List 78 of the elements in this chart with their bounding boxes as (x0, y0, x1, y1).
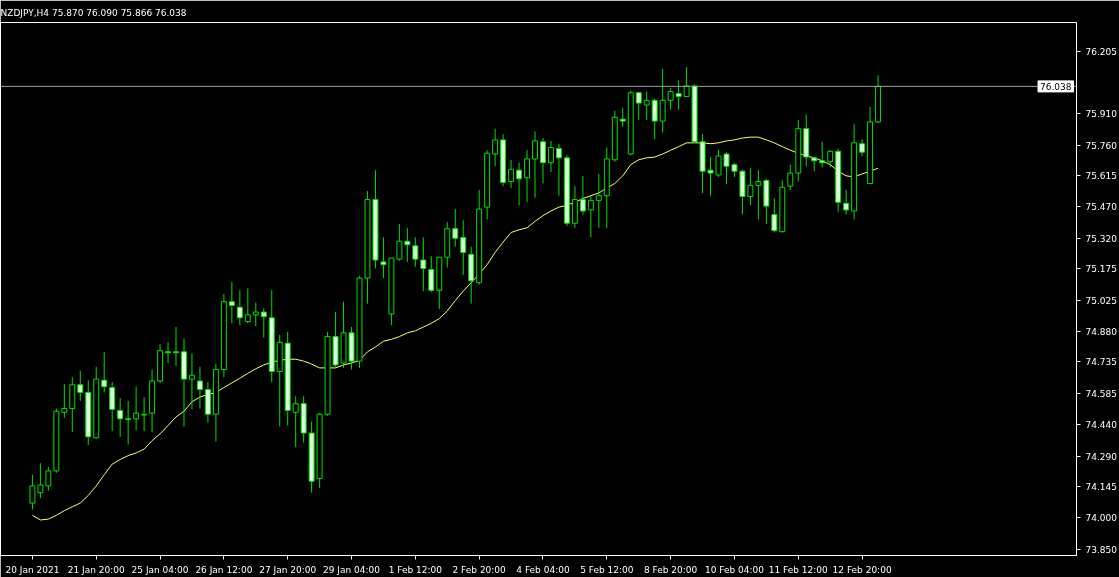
candlestick (843, 189, 850, 216)
y-tick-label: 75.615 (1085, 171, 1117, 182)
candlestick (236, 289, 243, 326)
candlestick (643, 91, 650, 121)
y-tick-label: 75.910 (1085, 108, 1118, 119)
candlestick (165, 341, 172, 364)
y-tick-label: 76.205 (1085, 46, 1117, 57)
x-tick-label: 26 Jan 12:00 (195, 564, 253, 575)
candlestick (492, 128, 499, 167)
candlestick (141, 396, 148, 432)
candlestick (125, 400, 132, 445)
x-tick-label: 27 Jan 20:00 (259, 564, 317, 575)
candlestick (547, 140, 554, 173)
candlestick (595, 173, 602, 229)
candlestick (579, 175, 586, 216)
candlestick (532, 130, 538, 199)
candlestick (571, 185, 578, 229)
candlestick (77, 370, 84, 402)
x-tick-label: 29 Jan 04:00 (323, 564, 381, 575)
x-tick-label: 10 Feb 04:00 (704, 564, 765, 575)
candlestick (188, 353, 195, 410)
candlestick (787, 164, 794, 191)
candlestick (412, 236, 419, 268)
candlestick (61, 383, 68, 419)
y-tick-label: 75.470 (1085, 202, 1118, 213)
y-tick-label: 74.145 (1085, 482, 1117, 493)
line-series (31, 136, 879, 521)
candlestick (452, 208, 459, 248)
candlestick (819, 141, 826, 168)
candlestick (428, 255, 435, 293)
x-tick-label: 20 Jan 2021 (5, 564, 60, 575)
x-tick-label: 11 Feb 12:00 (768, 564, 829, 575)
candlestick (196, 366, 203, 409)
candlestick (260, 307, 267, 339)
candlestick (508, 159, 515, 189)
candlestick (173, 326, 179, 367)
y-tick-label: 73.850 (1085, 544, 1118, 555)
candlestick (69, 376, 76, 433)
y-tick-label: 75.760 (1085, 140, 1118, 151)
x-tick-label: 4 Feb 04:00 (516, 564, 570, 575)
candlestick (771, 197, 778, 234)
candlestick (587, 195, 594, 238)
candlestick (133, 386, 140, 431)
candlestick (524, 149, 531, 203)
y-tick-label: 74.735 (1085, 357, 1117, 368)
y-tick-label: 75.175 (1085, 264, 1117, 275)
y-tick-label: 74.000 (1085, 512, 1118, 523)
candlestick (460, 219, 467, 276)
y-tick-label: 74.290 (1085, 451, 1118, 462)
candlestick (659, 68, 666, 133)
candlestick (635, 91, 642, 121)
candlestick (252, 302, 259, 327)
x-tick-label: 21 Jan 20:00 (67, 564, 125, 575)
candlestick (651, 97, 658, 140)
chart-title: NZDJPY,H4 75.870 76.090 75.866 76.038 (0, 7, 187, 18)
candlestick (540, 137, 546, 184)
y-tick-label: 74.880 (1085, 326, 1118, 337)
x-tick-label: 25 Jan 04:00 (131, 564, 189, 575)
ref-line-label: 76.038 (1040, 81, 1072, 92)
x-tick-label: 1 Feb 12:00 (388, 564, 443, 575)
candlestick (619, 107, 626, 128)
candlestick (516, 162, 523, 206)
candlestick (117, 397, 124, 438)
y-tick-label: 75.320 (1085, 233, 1118, 244)
x-tick-label: 2 Feb 20:00 (452, 564, 507, 575)
candlestick (420, 236, 427, 292)
y-tick-label: 74.440 (1085, 419, 1118, 430)
candlestick (292, 395, 299, 448)
candlestick (555, 143, 562, 197)
candlestick (244, 287, 251, 324)
x-tick-label: 8 Feb 20:00 (643, 564, 698, 575)
candlestick (109, 381, 116, 432)
candlestick (228, 281, 235, 324)
candlestick (101, 351, 108, 393)
y-tick-label: 74.585 (1085, 389, 1117, 400)
y-tick-label: 75.025 (1085, 296, 1117, 307)
x-tick-label: 12 Feb 20:00 (832, 564, 892, 575)
x-tick-label: 5 Feb 12:00 (580, 564, 634, 575)
